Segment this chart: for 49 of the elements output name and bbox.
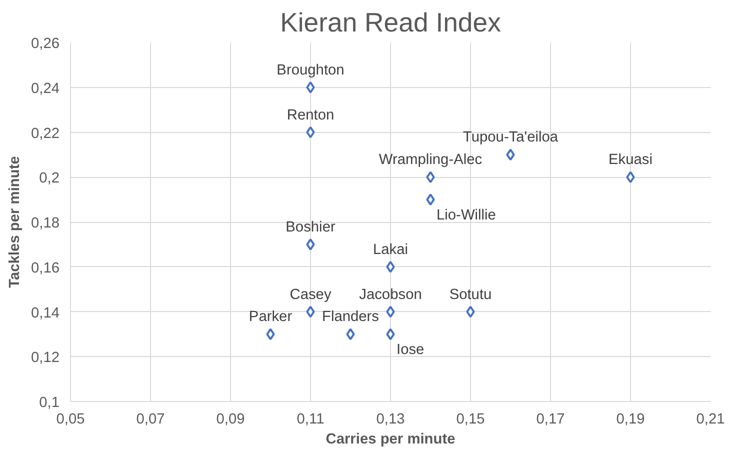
chart-title: Kieran Read Index bbox=[280, 8, 502, 38]
annotation: Jacobson bbox=[359, 286, 422, 303]
y-tick-label: 0,18 bbox=[30, 216, 60, 232]
point bbox=[386, 260, 395, 273]
x-tick-label: 0,19 bbox=[616, 412, 645, 428]
point bbox=[466, 306, 475, 318]
y-tick-label: 0,12 bbox=[30, 350, 60, 366]
y-tick-label: 0,16 bbox=[30, 260, 60, 276]
point bbox=[426, 171, 435, 184]
x-tick-label: 0,13 bbox=[376, 412, 405, 428]
y-tick-label: 0,2 bbox=[39, 170, 60, 187]
annotation: Wrampling-Alec bbox=[378, 152, 482, 168]
x-tick-label: 0,05 bbox=[56, 412, 85, 428]
annotation: Flanders bbox=[322, 309, 380, 326]
annotation: Iose bbox=[396, 342, 424, 358]
x-axis-title: Carries per minute bbox=[326, 432, 456, 448]
y-tick-label: 0,26 bbox=[30, 36, 60, 52]
y-tick-label: 0,1 bbox=[39, 395, 60, 411]
point bbox=[426, 194, 435, 206]
annotation: Broughton bbox=[276, 62, 344, 78]
annotation: Boshier bbox=[286, 219, 336, 236]
annotation: Parker bbox=[248, 309, 292, 326]
point bbox=[386, 306, 395, 318]
y-tick-label: 0,14 bbox=[30, 305, 60, 322]
annotation: Lakai bbox=[372, 242, 408, 258]
annotation: Casey bbox=[290, 286, 332, 303]
point bbox=[506, 148, 515, 161]
y-tick-label: 0,24 bbox=[30, 80, 60, 97]
x-tick-label: 0,21 bbox=[696, 412, 725, 428]
point bbox=[306, 238, 315, 250]
y-axis-title: Tackles per minute bbox=[6, 156, 23, 288]
x-tick-label: 0,11 bbox=[296, 412, 324, 428]
point bbox=[306, 81, 315, 94]
x-tick-label: 0,09 bbox=[216, 412, 245, 428]
y-tick-label: 0,22 bbox=[30, 126, 60, 142]
x-tick-label: 0,17 bbox=[536, 412, 565, 428]
annotation: Sotutu bbox=[449, 286, 492, 303]
point bbox=[386, 328, 395, 340]
point bbox=[626, 171, 635, 184]
point bbox=[346, 328, 355, 340]
point bbox=[266, 328, 275, 340]
point bbox=[306, 126, 315, 138]
annotation: Tupou-Ta'eiloa bbox=[462, 130, 559, 146]
annotation: Ekuasi bbox=[608, 152, 653, 168]
annotation: Lio-Willie bbox=[436, 208, 496, 224]
x-tick-label: 0,07 bbox=[136, 412, 165, 428]
x-tick-label: 0,15 bbox=[456, 412, 485, 428]
point bbox=[306, 306, 315, 318]
annotation: Renton bbox=[286, 107, 334, 124]
